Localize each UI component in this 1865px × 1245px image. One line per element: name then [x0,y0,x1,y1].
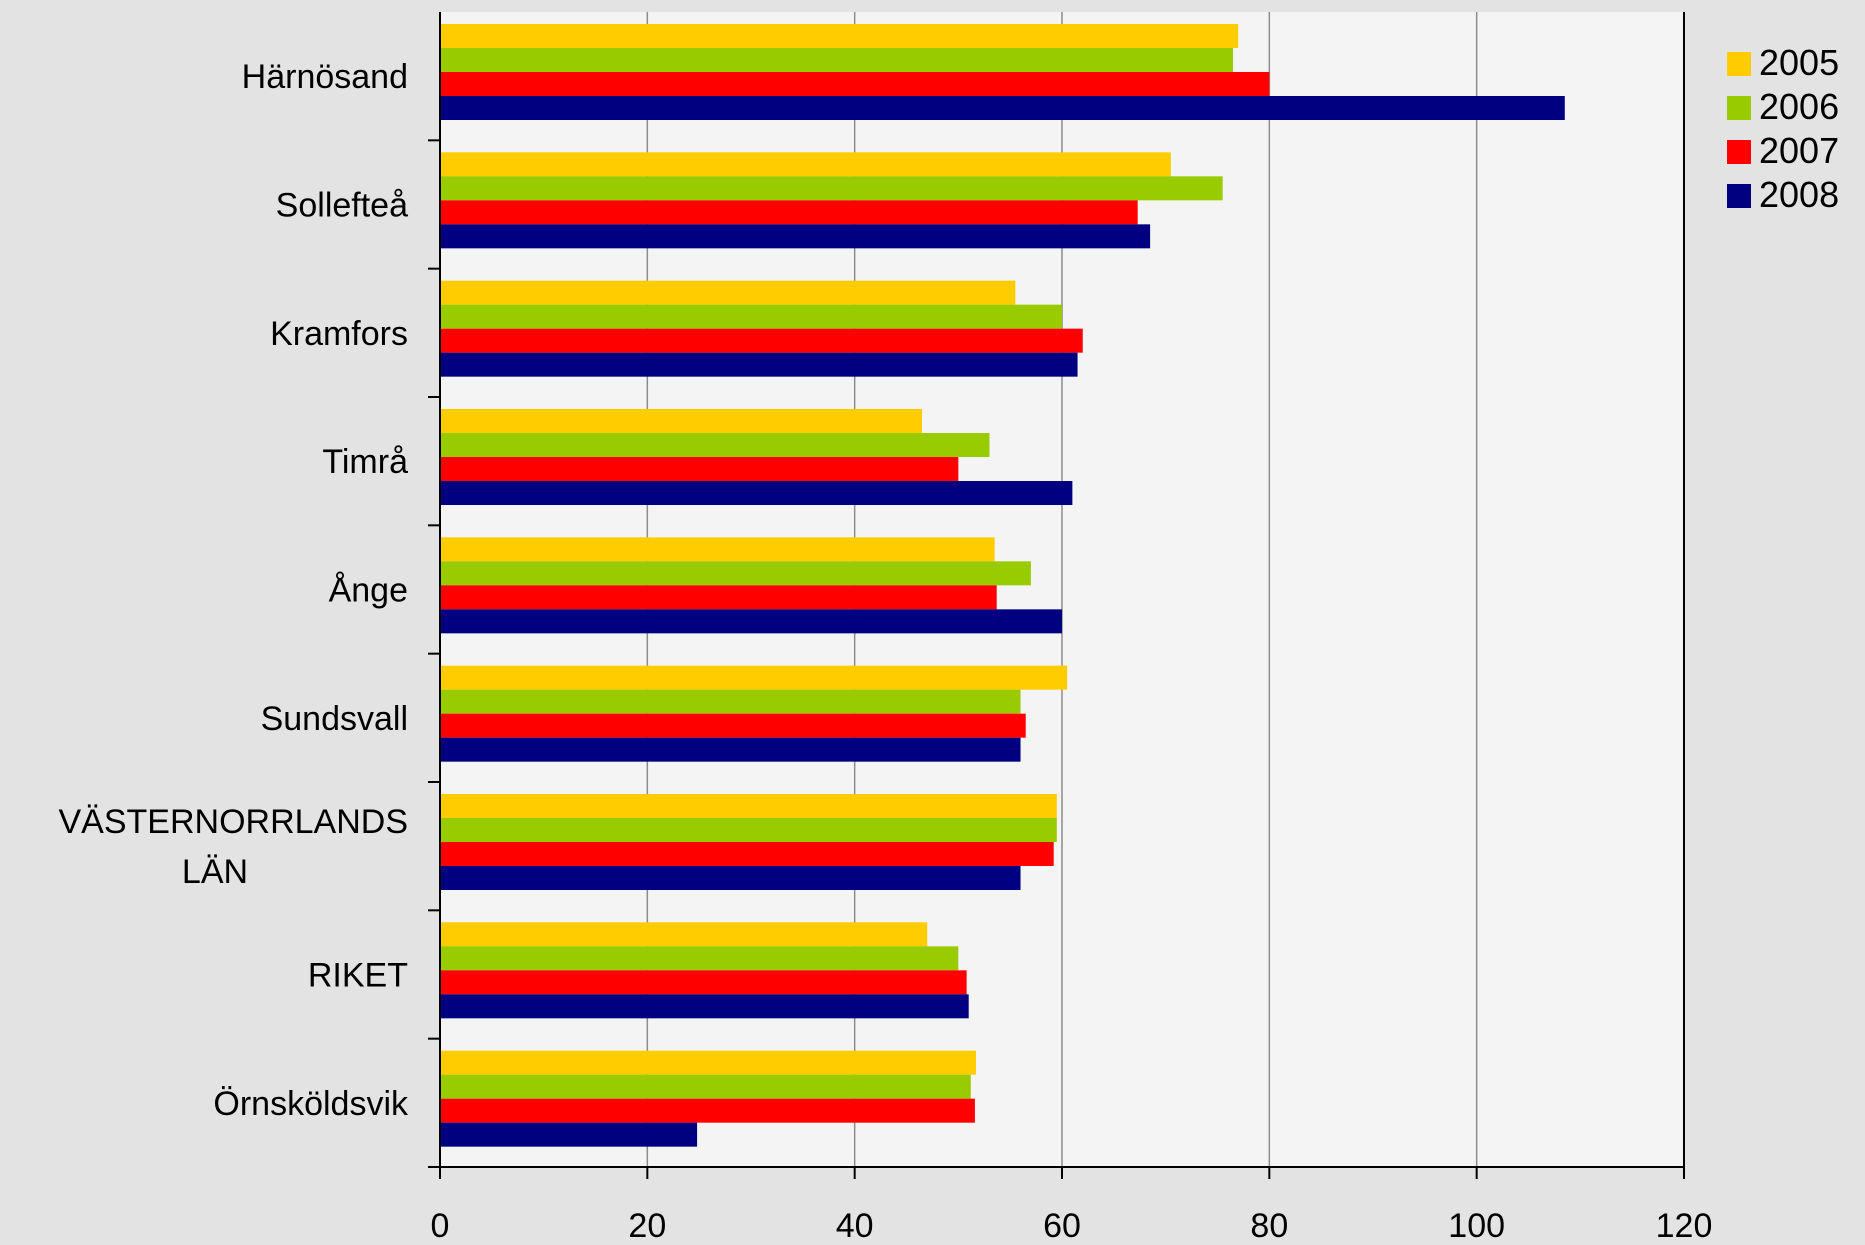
x-tick-label: 120 [1656,1207,1713,1240]
bar-2007 [440,970,967,995]
bars [440,24,1565,1147]
category-label: Härnösand [242,58,408,96]
bar-2006 [440,176,1223,201]
bar-2006 [440,946,959,971]
category-label: VÄSTERNORRLANDS [58,803,408,841]
bar-2008 [440,609,1062,634]
bar-2008 [440,994,969,1019]
x-tick-label: 20 [628,1207,666,1240]
category-label: Sundsvall [261,700,408,738]
x-tick-label: 40 [836,1207,874,1240]
legend-label-2006: 2006 [1759,86,1839,127]
bar-2007 [440,72,1270,96]
x-tick-label: 60 [1043,1207,1081,1240]
bar-2006 [440,689,1021,714]
category-label: Örnsköldsvik [213,1085,409,1123]
bar-2007 [440,457,959,481]
bar-2006 [440,304,1062,329]
bar-2008 [440,866,1021,890]
legend-swatch-2005 [1727,52,1751,76]
category-labels: Härnösand Sollefteå Kramfors Timrå Ånge Sunds… [58,58,409,1123]
x-tick-label: 0 [431,1207,450,1240]
bar-2006 [440,1074,971,1099]
ticks: 0 20 40 60 80 100 120 [428,139,1713,1245]
legend-swatch-2008 [1727,184,1751,208]
category-label: LÄN [182,853,248,891]
category-label: Timrå [322,443,408,481]
bar-2006 [440,818,1057,842]
bar-2005 [440,24,1239,48]
bar-2005 [440,1050,976,1075]
bar-2007 [440,200,1138,225]
bar-2005 [440,794,1057,818]
bar-2006 [440,433,990,457]
bar-2008 [440,96,1565,120]
category-label: RIKET [308,957,408,995]
category-label: Kramfors [270,315,408,353]
bar-2007 [440,1098,975,1123]
x-tick-label: 80 [1250,1207,1288,1240]
legend-label-2005: 2005 [1759,42,1839,83]
bar-2005 [440,537,995,562]
legend-swatch-2007 [1727,140,1751,164]
bar-2007 [440,842,1054,866]
bar-2008 [440,737,1021,762]
legend-swatch-2006 [1727,96,1751,120]
bar-2008 [440,1122,698,1147]
bar-2005 [440,152,1171,177]
legend-label-2007: 2007 [1759,130,1839,171]
bar-2008 [440,352,1078,377]
bar-2005 [440,922,928,947]
bar-2005 [440,665,1068,690]
bar-2007 [440,328,1083,353]
bar-2005 [440,280,1016,305]
bar-2008 [440,481,1073,505]
bar-2007 [440,585,997,610]
bar-2006 [440,48,1234,72]
bar-2005 [440,409,923,433]
category-label: Sollefteå [276,187,408,225]
legend-label-2008: 2008 [1759,174,1839,215]
bar-2006 [440,561,1031,586]
bar-2007 [440,713,1026,738]
category-label: Ånge [329,572,408,610]
bar-2008 [440,224,1151,249]
x-tick-label: 100 [1448,1207,1505,1240]
